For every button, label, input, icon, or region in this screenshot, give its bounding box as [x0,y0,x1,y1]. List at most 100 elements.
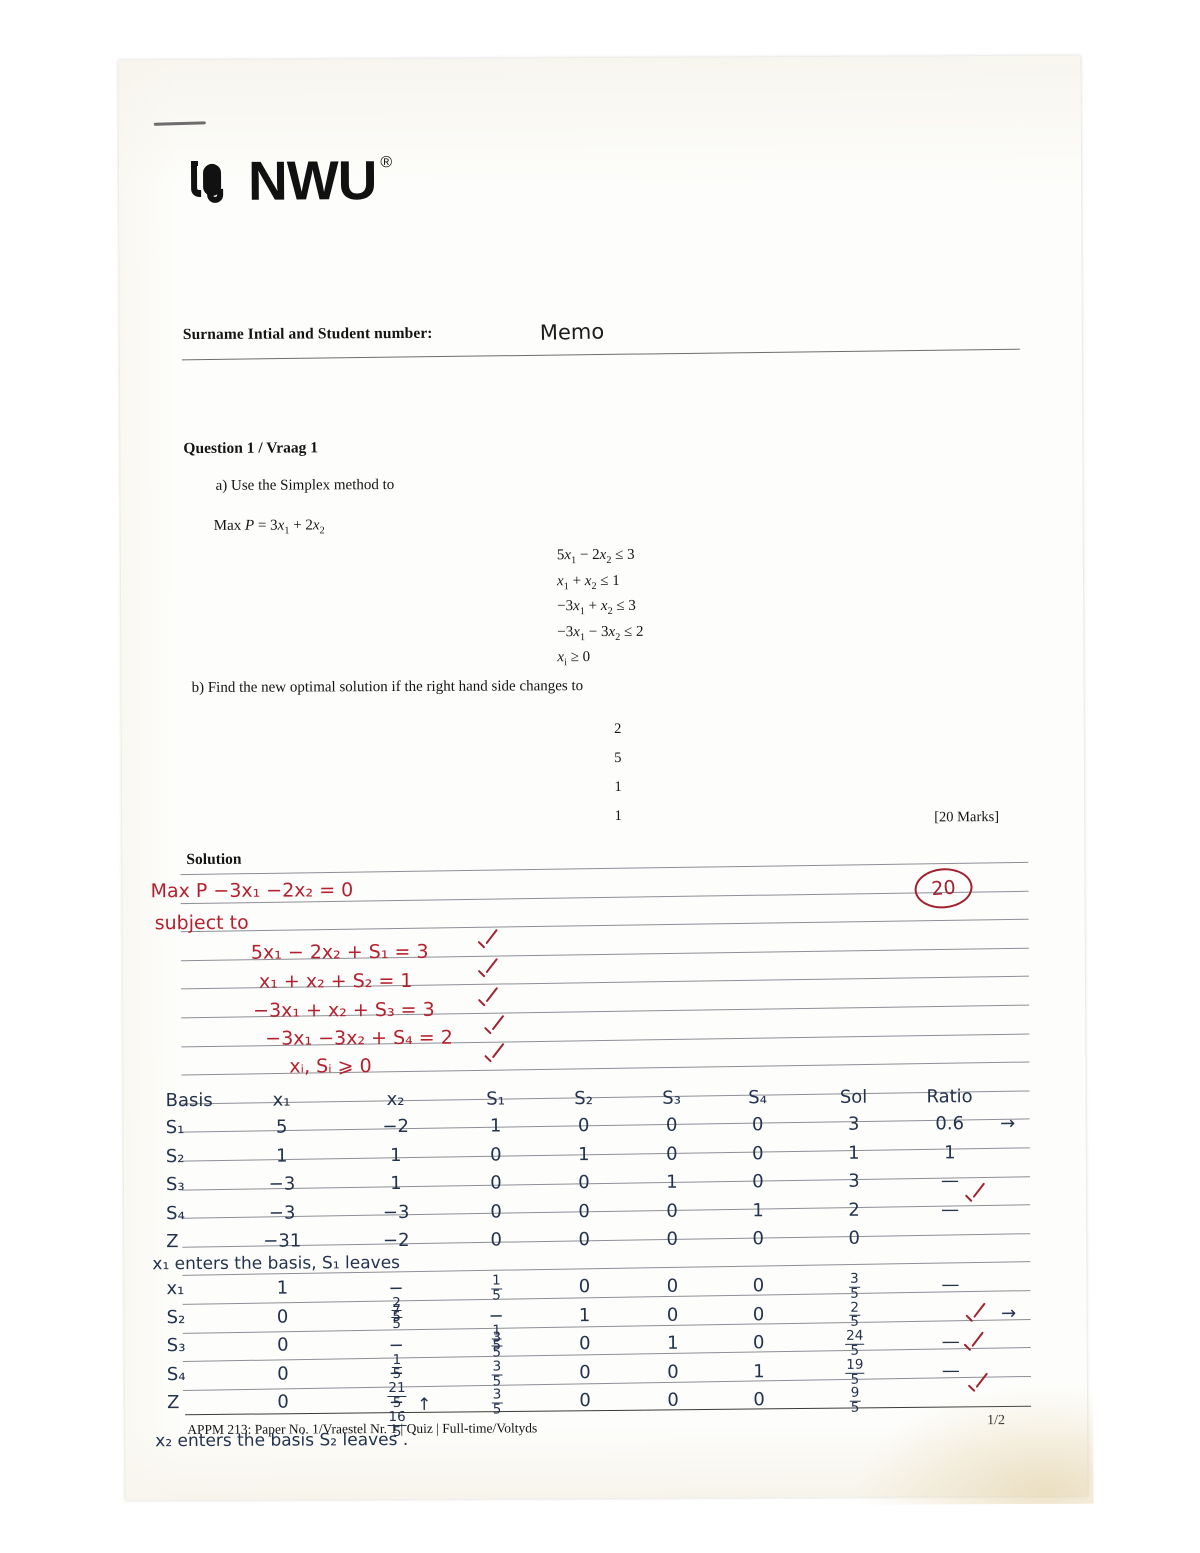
check-icon-eq2 [475,962,501,988]
printed-content-layer: NWU ® Surname Intial and Student number:… [118,56,1087,1501]
tableau-cell: 1 [276,1145,288,1167]
tableau-cell: 1 [752,1200,764,1222]
tableau-basis-label: Z [166,1231,179,1253]
tableau-cell: −2 [382,1230,410,1252]
tableau-cell: 3 [847,1113,860,1135]
tableau-cell: −3 [268,1173,296,1195]
tableau-cell: 0 [665,1114,678,1136]
tableau-cell: 0 [579,1390,591,1412]
tableau-cell: 1 [390,1173,402,1195]
tableau-cell: 1 [666,1171,678,1193]
tableau-cell: 1 [276,1277,289,1299]
tableau-cell: 0 [666,1200,678,1222]
hw-eq-2: x₁ + x₂ + S₂ = 1 [258,969,413,993]
check-icon-t2-row1 [963,1306,989,1332]
tableau-cell: 0 [578,1229,591,1251]
awarded-mark-badge: 20 [913,866,974,911]
check-icon-eq1 [475,933,501,959]
tableau-cell: 0 [848,1228,861,1250]
hw-subject-to: subject to [154,911,249,935]
tableau-cell: 0 [579,1361,591,1383]
check-icon-t1-row3 [962,1186,988,1212]
tableau-cell: 0 [752,1171,764,1193]
tableau-cell: 0 [276,1306,289,1328]
tableau-ratio-cell: — [941,1199,960,1221]
tableau-cell: 0 [752,1275,765,1297]
tableau-cell: 0 [752,1332,765,1354]
tableau-basis-label: S₂ [165,1145,185,1167]
check-icon-eq3 [475,991,501,1017]
hw-objective: Max P −3x₁ −2x₂ = 0 [150,879,354,903]
tableau-cell: 0 [666,1143,678,1165]
tableau-cell: 0 [752,1228,765,1250]
tableau-cell: −3 [268,1202,296,1224]
tableau-ratio-cell: — [940,1170,960,1192]
check-icon-t2-row3 [965,1376,991,1402]
tableau-cell: 1 [578,1143,590,1165]
tableau-header-col-8: Ratio [926,1086,973,1108]
tableau-cell: 0 [578,1200,590,1222]
tableau-ratio-cell: — [941,1360,960,1382]
tableau-cell: 1 [753,1360,765,1383]
tableau-cell: 1 [390,1144,402,1166]
hw-eq-3: −3x₁ + x₂ + S₃ = 3 [253,998,435,1022]
hw-eq-1: 5x₁ − 2x₂ + S₁ = 3 [250,940,429,964]
tableau-cell: −16 5 [387,1391,407,1440]
pivot-column-arrow-icon: ↑ [417,1394,432,1415]
tableau-cell: 0 [578,1276,591,1298]
tableau-cell: 0 [751,1114,764,1136]
tableau-basis-label: S₄ [166,1202,185,1224]
tableau-cell: 1 [578,1304,591,1326]
tableau-cell: −3 [382,1201,410,1223]
tableau-header-col-1: x₁ [272,1089,291,1111]
tableau-cell: 0 [752,1303,765,1325]
tableau-header-col-2: x₂ [386,1088,405,1111]
tableau-cell: 0 [490,1172,502,1194]
tableau-cell: 0 [666,1275,679,1297]
scanned-exam-page: NWU ® Surname Intial and Student number:… [118,55,1088,1501]
tableau-cell: 0 [752,1142,764,1164]
check-icon-eq4 [481,1018,507,1044]
tableau-cell: 0 [578,1333,591,1355]
tableau-basis-label: S₁ [165,1117,185,1139]
pivot-row-arrow-icon: → [1001,1302,1017,1324]
tableau-cell: 0 [276,1334,289,1356]
tableau-cell: 0 [277,1363,289,1385]
tableau-header-basis: Basis [165,1089,213,1112]
check-icon-nonneg [481,1046,507,1072]
tableau-ratio-cell: 0.6 [935,1113,965,1135]
tableau-header-col-5: S₃ [662,1087,681,1109]
tableau-cell: 0 [578,1172,590,1194]
tableau-cell: 0 [753,1389,765,1411]
check-icon-t2-row2 [961,1335,987,1361]
tableau-basis-label: S₂ [166,1306,186,1328]
tableau-cell: 3 [848,1170,860,1192]
simplex-tableau-2: x₁ 1−2 5 1 5 0 0 0 3 5— S₂ 0 7 5−1 5 1 0 0 2 5 → S₃ 0−1 5 3 5 0 1 0 2… [124,1271,1016,1440]
tableau-header-col-3: S₁ [486,1088,505,1110]
tableau-cell: 0 [667,1361,679,1383]
tableau-cell: 1 [848,1142,860,1164]
tableau-header-col-7: Sol [839,1086,868,1108]
simplex-tableau-1: Basis x₁ x₂ S₁ S₂ S₃ S₄ Sol Ratio S₁ 5 −2 1 0 0 0 3 0.6 → S… [124,1086,1016,1260]
tableau-ratio-cell: 1 [944,1141,956,1163]
tableau-cell: 5 [275,1116,288,1138]
tableau-ratio-cell: — [941,1331,960,1353]
tableau-basis-label: Z [166,1392,180,1414]
tableau-ratio-cell: — [941,1274,960,1296]
nwu-loops-icon [183,155,239,211]
tableau-cell: 0 [577,1115,590,1137]
hw-eq-4: −3x₁ −3x₂ + S₄ = 2 [265,1026,453,1050]
handwritten-answer-layer: 20 Max P −3x₁ −2x₂ = 0 subject to 5x₁ − … [118,56,1087,1501]
tableau-basis-label: S₃ [166,1335,186,1357]
tableau-basis-label: S₄ [166,1363,186,1385]
pivot-row-arrow-icon: → [1000,1112,1016,1135]
tableau-header-col-4: S₂ [574,1088,593,1110]
nwu-logo: NWU ® [183,149,392,212]
tableau-cell: 0 [667,1390,679,1412]
tableau-cell: −2 [382,1115,410,1138]
tableau-basis-label: x₁ [166,1278,185,1300]
tableau-cell: 0 [666,1229,679,1251]
